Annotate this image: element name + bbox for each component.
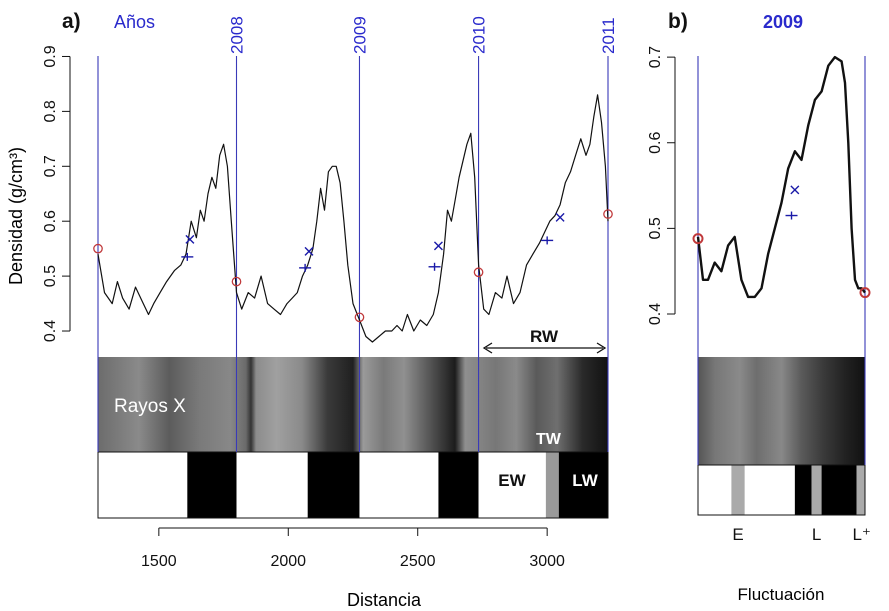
- zone-band-ew: [236, 452, 308, 518]
- zone-band-gray: [731, 465, 745, 515]
- y-tick-label: 0.4: [647, 303, 664, 325]
- y-tick-label: 0.9: [42, 45, 59, 67]
- zone-band-gray: [856, 465, 865, 515]
- zone-band-gray: [811, 465, 822, 515]
- year-label: 2010: [470, 16, 489, 54]
- y-tick-label: 0.5: [647, 217, 664, 239]
- boundary-point: [473, 267, 484, 278]
- tw-label: TW: [536, 431, 562, 448]
- panel-a-x-axis-label: Distancia: [347, 590, 422, 610]
- plus-marker: [541, 236, 554, 245]
- year-label: 2011: [599, 17, 618, 54]
- panel-b-xray-strip: [698, 357, 865, 465]
- x-tick-label: 2000: [270, 553, 306, 570]
- x-marker: [433, 241, 443, 251]
- panel-a-y-axis: 0.4 0.5 0.6 0.7 0.8 0.9: [42, 45, 71, 342]
- panel-a-year-lines: 2008 2009 2010 2011: [97, 16, 618, 452]
- y-tick-label: 0.7: [647, 46, 664, 68]
- y-tick-label: 0.6: [42, 210, 59, 232]
- xray-label: Rayos X: [114, 396, 186, 417]
- x-tick-label: L⁺: [852, 525, 870, 544]
- x-marker: [555, 212, 565, 222]
- rw-label: RW: [530, 327, 559, 346]
- ew-label: EW: [498, 471, 526, 490]
- zone-band-white: [698, 465, 732, 515]
- panel-a-label: a): [62, 10, 81, 33]
- rw-annotation: RW: [482, 327, 607, 354]
- panel-b-y-axis: 0.4 0.5 0.6 0.7: [647, 46, 676, 325]
- zone-band-lw: [307, 452, 360, 518]
- zone-band-lw: [438, 452, 479, 518]
- lw-label: LW: [572, 471, 598, 490]
- year-label: 2009: [350, 16, 369, 54]
- zone-band-ew: [478, 452, 546, 518]
- y-tick-label: 0.7: [42, 155, 59, 177]
- panel-a-zone-strip: [97, 451, 609, 519]
- year-label: 2008: [228, 16, 247, 54]
- panel-b-zone-strip: [697, 464, 866, 516]
- panel-b-title: 2009: [763, 12, 803, 32]
- panel-b-label: b): [668, 10, 688, 33]
- y-tick-label: 0.6: [647, 132, 664, 154]
- x-marker: [185, 234, 195, 244]
- zone-band-black: [821, 465, 857, 515]
- panel-b-markers: [692, 185, 871, 299]
- plus-marker: [299, 263, 312, 272]
- panel-b-density-curve: [696, 55, 866, 299]
- panel-a-markers: [93, 209, 613, 323]
- x-marker: [304, 246, 314, 256]
- zone-strip-border: [97, 451, 609, 519]
- boundary-point: [859, 287, 871, 299]
- zone-band-ew: [359, 452, 439, 518]
- y-tick-label: 0.5: [42, 265, 59, 287]
- x-tick-label: 3000: [529, 553, 565, 570]
- zone-band-lw: [187, 452, 237, 518]
- density-line: [696, 55, 866, 299]
- panel-a-y-axis-label: Densidad (g/cm³): [6, 147, 26, 285]
- zone-band-tw: [545, 452, 559, 518]
- boundary-point: [603, 209, 613, 219]
- boundary-point: [692, 233, 704, 245]
- panel-a-density-curve: [97, 94, 609, 343]
- boundary-point: [93, 243, 103, 254]
- zone-band-ew: [98, 452, 188, 518]
- boundary-point: [354, 312, 365, 323]
- y-tick-label: 0.8: [42, 100, 59, 122]
- x-tick-label: 1500: [141, 553, 177, 570]
- plus-marker: [785, 211, 798, 220]
- zone-band-white: [744, 465, 795, 515]
- panel-a-x-axis: 1500 2000 2500 3000: [141, 527, 565, 570]
- panel-b-x-axis-label: Fluctuación: [738, 585, 825, 604]
- x-tick-label: E: [732, 525, 743, 544]
- panel-b-x-tick-labels: E L L⁺: [732, 525, 870, 544]
- panel-a-title: Años: [114, 12, 155, 32]
- y-tick-label: 0.4: [42, 320, 59, 342]
- xray-image: [98, 357, 608, 452]
- zone-band-lw: [558, 452, 608, 518]
- x-tick-label: L: [812, 525, 821, 544]
- x-marker: [790, 185, 800, 195]
- zone-band-black: [794, 465, 812, 515]
- panel-b-year-lines: [697, 56, 866, 465]
- x-tick-label: 2500: [400, 553, 436, 570]
- plus-marker: [428, 262, 441, 271]
- boundary-point: [231, 276, 242, 287]
- density-line: [97, 94, 609, 343]
- xray-image: [698, 357, 865, 465]
- panel-a-xray-strip: [98, 357, 608, 452]
- zone-strip-border: [697, 464, 866, 516]
- plus-marker: [181, 252, 194, 261]
